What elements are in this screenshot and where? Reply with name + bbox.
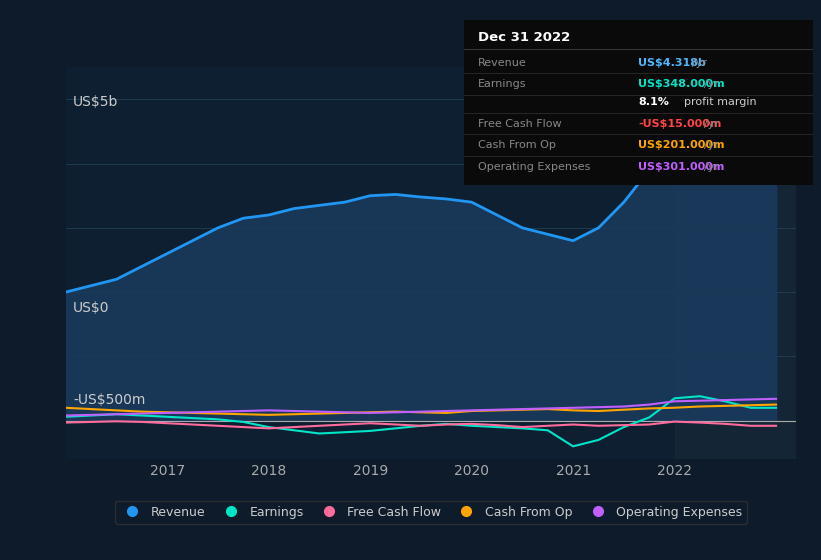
Text: /yr: /yr [704, 162, 718, 171]
Text: -US$500m: -US$500m [73, 393, 145, 408]
Text: US$5b: US$5b [73, 95, 118, 109]
Text: /yr: /yr [692, 58, 707, 68]
Text: /yr: /yr [704, 119, 718, 129]
Text: -US$15.000m: -US$15.000m [639, 119, 722, 129]
Text: Operating Expenses: Operating Expenses [478, 162, 590, 171]
Text: US$301.000m: US$301.000m [639, 162, 725, 171]
Text: /yr: /yr [704, 140, 718, 150]
Text: US$0: US$0 [73, 301, 109, 315]
Text: 8.1%: 8.1% [639, 97, 669, 107]
Text: US$201.000m: US$201.000m [639, 140, 725, 150]
Legend: Revenue, Earnings, Free Cash Flow, Cash From Op, Operating Expenses: Revenue, Earnings, Free Cash Flow, Cash … [115, 501, 747, 524]
Text: Dec 31 2022: Dec 31 2022 [478, 31, 570, 44]
Text: Revenue: Revenue [478, 58, 526, 68]
Bar [675, 67, 796, 459]
Text: Earnings: Earnings [478, 79, 526, 89]
Text: /yr: /yr [704, 79, 718, 89]
Text: US$4.318b: US$4.318b [639, 58, 706, 68]
Text: Free Cash Flow: Free Cash Flow [478, 119, 562, 129]
Text: profit margin: profit margin [684, 97, 756, 107]
Text: Cash From Op: Cash From Op [478, 140, 556, 150]
Text: US$348.000m: US$348.000m [639, 79, 725, 89]
